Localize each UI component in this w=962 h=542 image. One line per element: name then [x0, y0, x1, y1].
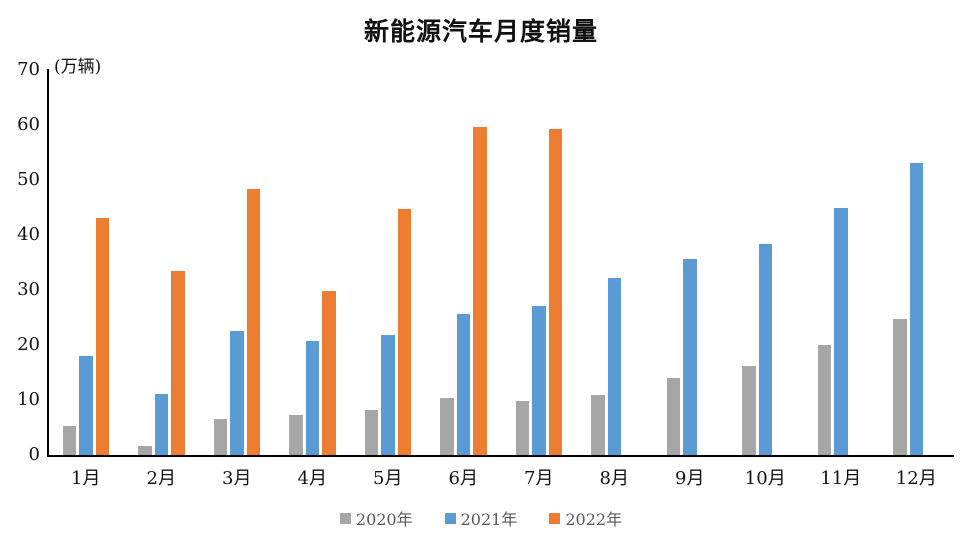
bar-2021年-11月 — [834, 207, 848, 455]
bar-2022年-3月 — [246, 188, 260, 455]
bar-2021年-9月 — [683, 258, 697, 455]
bar-2021年-8月 — [607, 278, 621, 455]
x-axis-line — [47, 455, 954, 457]
y-tick-label: 10 — [17, 389, 40, 410]
bar-2020年-9月 — [666, 378, 680, 455]
legend-label: 2021年 — [460, 510, 518, 529]
bar-2021年-6月 — [456, 314, 470, 455]
legend-label: 2020年 — [355, 510, 413, 529]
bar-2021年-12月 — [909, 162, 923, 455]
y-tick-label: 60 — [17, 114, 40, 135]
legend-swatch-icon — [339, 512, 351, 524]
y-axis-unit-label: (万辆) — [54, 57, 102, 77]
legend-item-2020年: 2020年 — [339, 506, 413, 530]
bar-2020年-6月 — [440, 397, 454, 455]
bar-2021年-10月 — [758, 243, 772, 455]
x-tick-label: 9月 — [675, 468, 705, 489]
y-tick-label: 30 — [17, 279, 40, 300]
legend: 2020年 2021年 2022年 — [0, 506, 962, 530]
legend-label: 2022年 — [565, 510, 623, 529]
bar-2020年-8月 — [591, 395, 605, 455]
bar-2022年-2月 — [171, 271, 185, 455]
x-tick-label: 7月 — [524, 468, 554, 489]
bar-2020年-12月 — [893, 318, 907, 455]
x-tick-label: 2月 — [146, 468, 176, 489]
bar-2020年-10月 — [742, 366, 756, 455]
y-tick-label: 70 — [17, 59, 40, 80]
bar-2020年-1月 — [62, 426, 76, 455]
x-tick-label: 12月 — [895, 468, 937, 489]
bar-2021年-7月 — [532, 305, 546, 455]
bar-2022年-6月 — [473, 127, 487, 455]
x-tick-label: 6月 — [448, 468, 478, 489]
y-axis-line — [47, 69, 49, 457]
bar-2021年-3月 — [230, 330, 244, 455]
bar-2020年-11月 — [817, 345, 831, 455]
bar-2022年-5月 — [397, 209, 411, 455]
bar-2021年-5月 — [381, 335, 395, 455]
bar-2022年-4月 — [322, 290, 336, 455]
legend-item-2022年: 2022年 — [549, 506, 622, 530]
y-tick-label: 40 — [17, 224, 40, 245]
y-tick-label: 20 — [17, 334, 40, 355]
x-tick-label: 10月 — [744, 468, 786, 489]
x-tick-label: 3月 — [222, 468, 252, 489]
bar-2020年-7月 — [515, 401, 529, 455]
chart-title: 新能源汽车月度销量 — [363, 17, 598, 46]
x-tick-label: 1月 — [71, 468, 101, 489]
x-tick-label: 8月 — [599, 468, 629, 489]
x-tick-label: 5月 — [373, 468, 403, 489]
y-tick-label: 50 — [17, 169, 40, 190]
bar-2021年-4月 — [305, 341, 319, 455]
legend-swatch-icon — [444, 512, 456, 524]
bar-2020年-4月 — [289, 415, 303, 455]
legend-item-2021年: 2021年 — [444, 506, 518, 530]
x-tick-label: 11月 — [820, 468, 862, 489]
bar-2021年-1月 — [79, 356, 93, 455]
bar-2021年-2月 — [154, 393, 168, 455]
bar-2020年-3月 — [213, 419, 227, 455]
y-tick-label: 0 — [28, 444, 40, 465]
bar-2020年-5月 — [364, 409, 378, 455]
x-tick-label: 4月 — [297, 468, 327, 489]
legend-swatch-icon — [549, 512, 561, 524]
bar-2020年-2月 — [138, 446, 152, 455]
bar-2022年-1月 — [95, 217, 109, 455]
bar-2022年-7月 — [548, 128, 562, 455]
